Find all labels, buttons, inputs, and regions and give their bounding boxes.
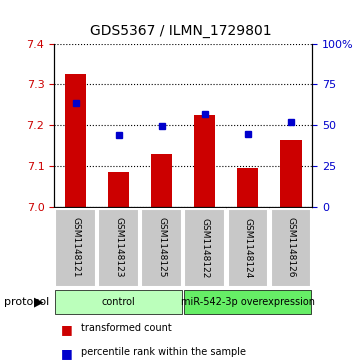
Bar [194,115,216,207]
Text: protocol: protocol [4,297,49,307]
Text: ■: ■ [61,347,73,360]
Text: GDS5367 / ILMN_1729801: GDS5367 / ILMN_1729801 [90,24,271,38]
Bar [280,139,301,207]
Text: ■: ■ [61,323,73,336]
Bar [227,208,268,287]
Bar [56,290,182,314]
Text: GSM1148122: GSM1148122 [200,217,209,278]
Text: GSM1148126: GSM1148126 [286,217,295,278]
Bar [65,74,86,207]
Text: GSM1148124: GSM1148124 [243,217,252,278]
Text: GSM1148121: GSM1148121 [71,217,80,278]
Bar [237,168,258,207]
Text: transformed count: transformed count [81,323,172,333]
Text: miR-542-3p overexpression: miR-542-3p overexpression [181,297,315,307]
Bar [270,208,311,287]
Bar [184,208,225,287]
Text: GSM1148125: GSM1148125 [157,217,166,278]
Text: ▶: ▶ [34,296,43,309]
Bar [151,154,173,207]
Bar [99,208,139,287]
Bar [184,290,311,314]
Bar [56,208,96,287]
Text: GSM1148123: GSM1148123 [114,217,123,278]
Bar [108,172,130,207]
Bar [142,208,182,287]
Text: percentile rank within the sample: percentile rank within the sample [81,347,246,357]
Text: control: control [102,297,135,307]
